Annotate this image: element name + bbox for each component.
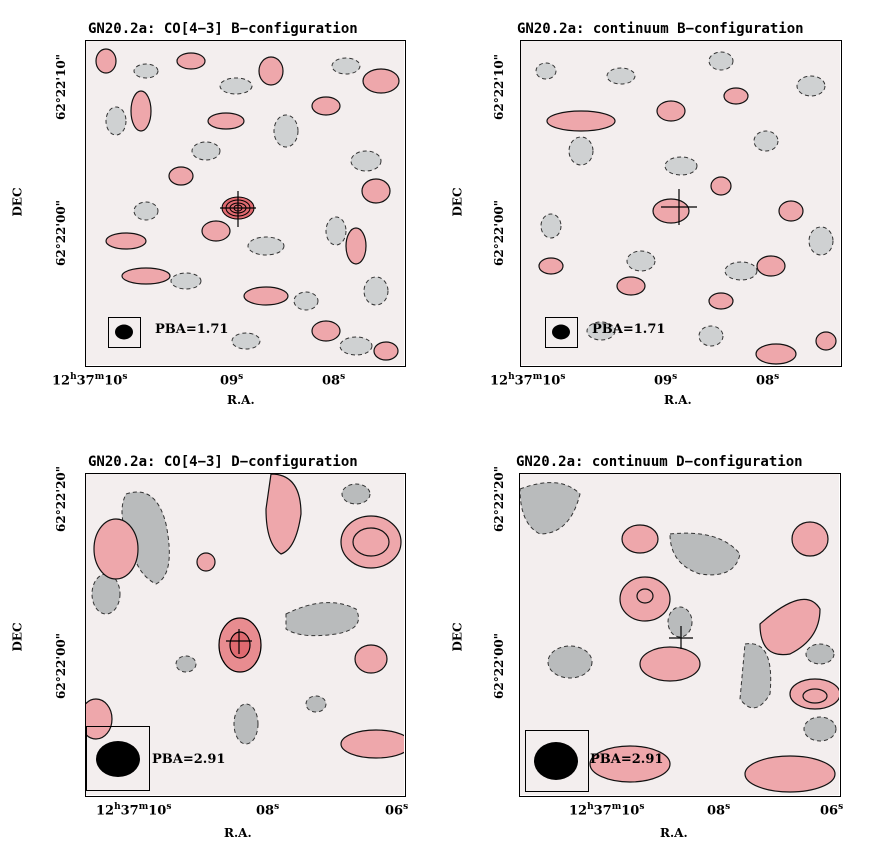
dec-tick-label: 62°22'20" — [54, 465, 68, 532]
dec-tick-label: 62°22'20" — [492, 465, 506, 532]
position-cross — [220, 191, 256, 227]
ra-tick-label: 08s — [707, 802, 731, 819]
x-axis-label: R.A. — [664, 393, 692, 407]
position-cross — [661, 189, 697, 225]
ra-tick-label: 12h37m10s — [96, 802, 172, 819]
dec-tick-label: 62°22'00" — [54, 632, 68, 699]
y-axis-label: DEC — [450, 622, 465, 652]
beam-box — [86, 726, 150, 791]
positive-contours — [95, 48, 400, 361]
contour-map: PBA=2.91 — [85, 473, 406, 797]
dec-tick-label: 62°22'10" — [492, 53, 506, 120]
x-axis-label: R.A. — [227, 393, 255, 407]
ra-tick-label: 09s — [654, 372, 678, 389]
ra-tick-label: 12h37m10s — [490, 372, 566, 389]
position-cross — [669, 626, 693, 649]
negative-contours — [105, 57, 389, 356]
beam-box — [108, 317, 141, 348]
contour-map: PBA=1.71 — [520, 40, 842, 367]
beam-box — [545, 317, 578, 348]
dec-tick-label: 62°22'00" — [492, 199, 506, 266]
dec-tick-label: 62°22'00" — [492, 632, 506, 699]
source-contours — [218, 617, 262, 673]
beam-label: PBA=2.91 — [152, 752, 226, 767]
contour-map: PBA=1.71 — [85, 40, 406, 367]
beam-label: PBA=2.91 — [590, 752, 664, 767]
x-axis-label: R.A. — [224, 826, 252, 840]
beam-label: PBA=1.71 — [592, 322, 666, 337]
positive-contours — [86, 474, 404, 759]
negative-contours — [520, 482, 837, 742]
dec-tick-label: 62°22'10" — [54, 53, 68, 120]
positive-contours — [538, 87, 837, 365]
ra-tick-label: 08s — [322, 372, 346, 389]
ra-tick-label: 08s — [256, 802, 280, 819]
ra-tick-label: 08s — [756, 372, 780, 389]
panel-title: GN20.2a: CO[4−3] D−configuration — [88, 454, 358, 470]
beam-box — [525, 730, 589, 792]
beam-ellipse — [115, 324, 133, 340]
positive-contours — [589, 521, 839, 793]
dec-tick-label: 62°22'00" — [54, 199, 68, 266]
y-axis-label: DEC — [10, 187, 25, 217]
position-cross — [226, 629, 252, 654]
contour-map: PBA=2.91 — [519, 473, 841, 797]
ra-tick-label: 06s — [385, 802, 409, 819]
ra-tick-label: 06s — [820, 802, 844, 819]
y-axis-label: DEC — [450, 187, 465, 217]
beam-label: PBA=1.71 — [155, 322, 229, 337]
beam-ellipse — [534, 742, 578, 780]
ra-tick-label: 09s — [220, 372, 244, 389]
ra-tick-label: 12h37m10s — [52, 372, 128, 389]
negative-contours — [91, 483, 371, 745]
beam-ellipse — [96, 741, 140, 777]
panel-title: GN20.2a: continuum D−configuration — [516, 454, 803, 470]
y-axis-label: DEC — [10, 622, 25, 652]
x-axis-label: R.A. — [660, 826, 688, 840]
panel-title: GN20.2a: CO[4−3] B−configuration — [88, 21, 358, 37]
ra-tick-label: 12h37m10s — [569, 802, 645, 819]
negative-contours — [535, 51, 834, 347]
panel-title: GN20.2a: continuum B−configuration — [517, 21, 804, 37]
beam-ellipse — [552, 324, 570, 340]
